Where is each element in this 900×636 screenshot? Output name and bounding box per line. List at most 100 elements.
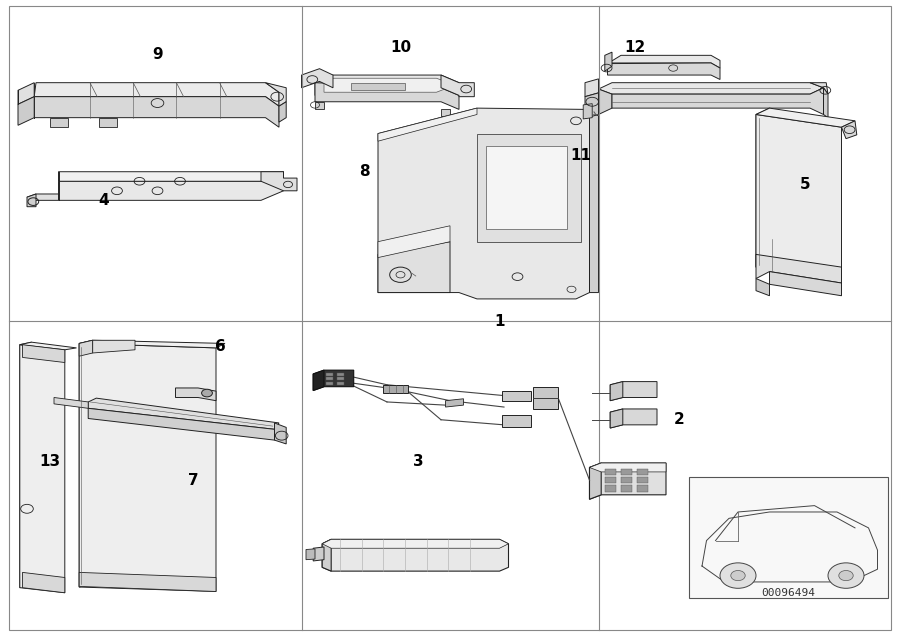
Polygon shape — [324, 78, 454, 92]
Bar — [637, 477, 648, 483]
Polygon shape — [533, 387, 558, 398]
Polygon shape — [302, 69, 333, 88]
Text: 13: 13 — [39, 453, 60, 469]
Polygon shape — [756, 254, 842, 283]
Polygon shape — [274, 423, 286, 444]
Polygon shape — [585, 93, 598, 118]
Bar — [326, 382, 333, 385]
Text: 00096494: 00096494 — [761, 588, 815, 598]
Bar — [486, 146, 567, 229]
Text: 5: 5 — [800, 177, 811, 192]
Text: 12: 12 — [624, 40, 645, 55]
Polygon shape — [441, 109, 450, 116]
Polygon shape — [770, 272, 842, 296]
Polygon shape — [79, 340, 93, 587]
Polygon shape — [27, 194, 36, 207]
Circle shape — [731, 570, 745, 581]
Bar — [337, 373, 344, 376]
Bar — [605, 469, 616, 475]
Bar — [326, 377, 333, 380]
Polygon shape — [22, 572, 65, 593]
Polygon shape — [306, 549, 315, 560]
Bar — [621, 477, 632, 483]
Polygon shape — [598, 83, 824, 94]
Polygon shape — [610, 382, 623, 401]
Bar — [637, 469, 648, 475]
Polygon shape — [610, 409, 623, 428]
Polygon shape — [27, 194, 58, 200]
Polygon shape — [315, 75, 459, 95]
Polygon shape — [477, 134, 580, 242]
Polygon shape — [93, 340, 135, 353]
Polygon shape — [88, 408, 274, 440]
Polygon shape — [58, 172, 284, 200]
Polygon shape — [34, 97, 279, 127]
Polygon shape — [322, 539, 508, 548]
Polygon shape — [585, 109, 598, 293]
Polygon shape — [50, 118, 68, 127]
Polygon shape — [612, 88, 824, 114]
Polygon shape — [810, 83, 828, 94]
Text: 3: 3 — [413, 453, 424, 469]
Polygon shape — [79, 340, 93, 356]
Circle shape — [720, 563, 756, 588]
Polygon shape — [20, 345, 65, 593]
Bar — [351, 83, 405, 90]
Polygon shape — [266, 83, 286, 106]
Polygon shape — [18, 97, 34, 125]
Polygon shape — [824, 88, 828, 118]
Polygon shape — [756, 108, 855, 127]
Polygon shape — [322, 539, 508, 571]
Polygon shape — [378, 108, 590, 299]
Polygon shape — [79, 343, 216, 591]
Polygon shape — [313, 547, 324, 561]
Bar — [605, 477, 616, 483]
Polygon shape — [20, 342, 32, 588]
Polygon shape — [79, 572, 216, 591]
Polygon shape — [378, 242, 450, 293]
Bar — [326, 373, 333, 376]
Circle shape — [202, 389, 212, 397]
Bar — [605, 485, 616, 492]
Polygon shape — [88, 398, 279, 429]
Polygon shape — [608, 55, 720, 68]
Polygon shape — [446, 399, 464, 407]
Polygon shape — [54, 398, 88, 408]
Polygon shape — [441, 75, 474, 97]
Polygon shape — [313, 370, 324, 391]
Polygon shape — [382, 385, 408, 393]
Polygon shape — [756, 108, 770, 267]
Polygon shape — [756, 279, 770, 296]
Bar — [621, 469, 632, 475]
Polygon shape — [502, 391, 531, 401]
Polygon shape — [58, 172, 284, 181]
Text: 1: 1 — [494, 314, 505, 329]
Polygon shape — [34, 83, 279, 106]
Polygon shape — [279, 102, 286, 122]
Polygon shape — [315, 83, 459, 109]
Polygon shape — [585, 79, 598, 97]
Polygon shape — [20, 342, 76, 350]
Polygon shape — [590, 463, 666, 499]
Polygon shape — [590, 463, 601, 499]
Circle shape — [828, 563, 864, 588]
Polygon shape — [610, 409, 657, 428]
Polygon shape — [378, 226, 450, 258]
Polygon shape — [842, 121, 857, 139]
Bar — [621, 485, 632, 492]
Polygon shape — [608, 63, 720, 80]
Text: 11: 11 — [570, 148, 591, 163]
Polygon shape — [261, 172, 297, 191]
Bar — [688, 477, 888, 598]
Polygon shape — [583, 104, 592, 119]
Polygon shape — [22, 345, 65, 363]
Text: 6: 6 — [215, 339, 226, 354]
Polygon shape — [315, 102, 324, 109]
Polygon shape — [79, 340, 225, 348]
Polygon shape — [18, 83, 34, 104]
Polygon shape — [605, 52, 612, 71]
Text: 9: 9 — [152, 46, 163, 62]
Bar — [637, 485, 648, 492]
Polygon shape — [502, 415, 531, 427]
Polygon shape — [610, 382, 657, 401]
